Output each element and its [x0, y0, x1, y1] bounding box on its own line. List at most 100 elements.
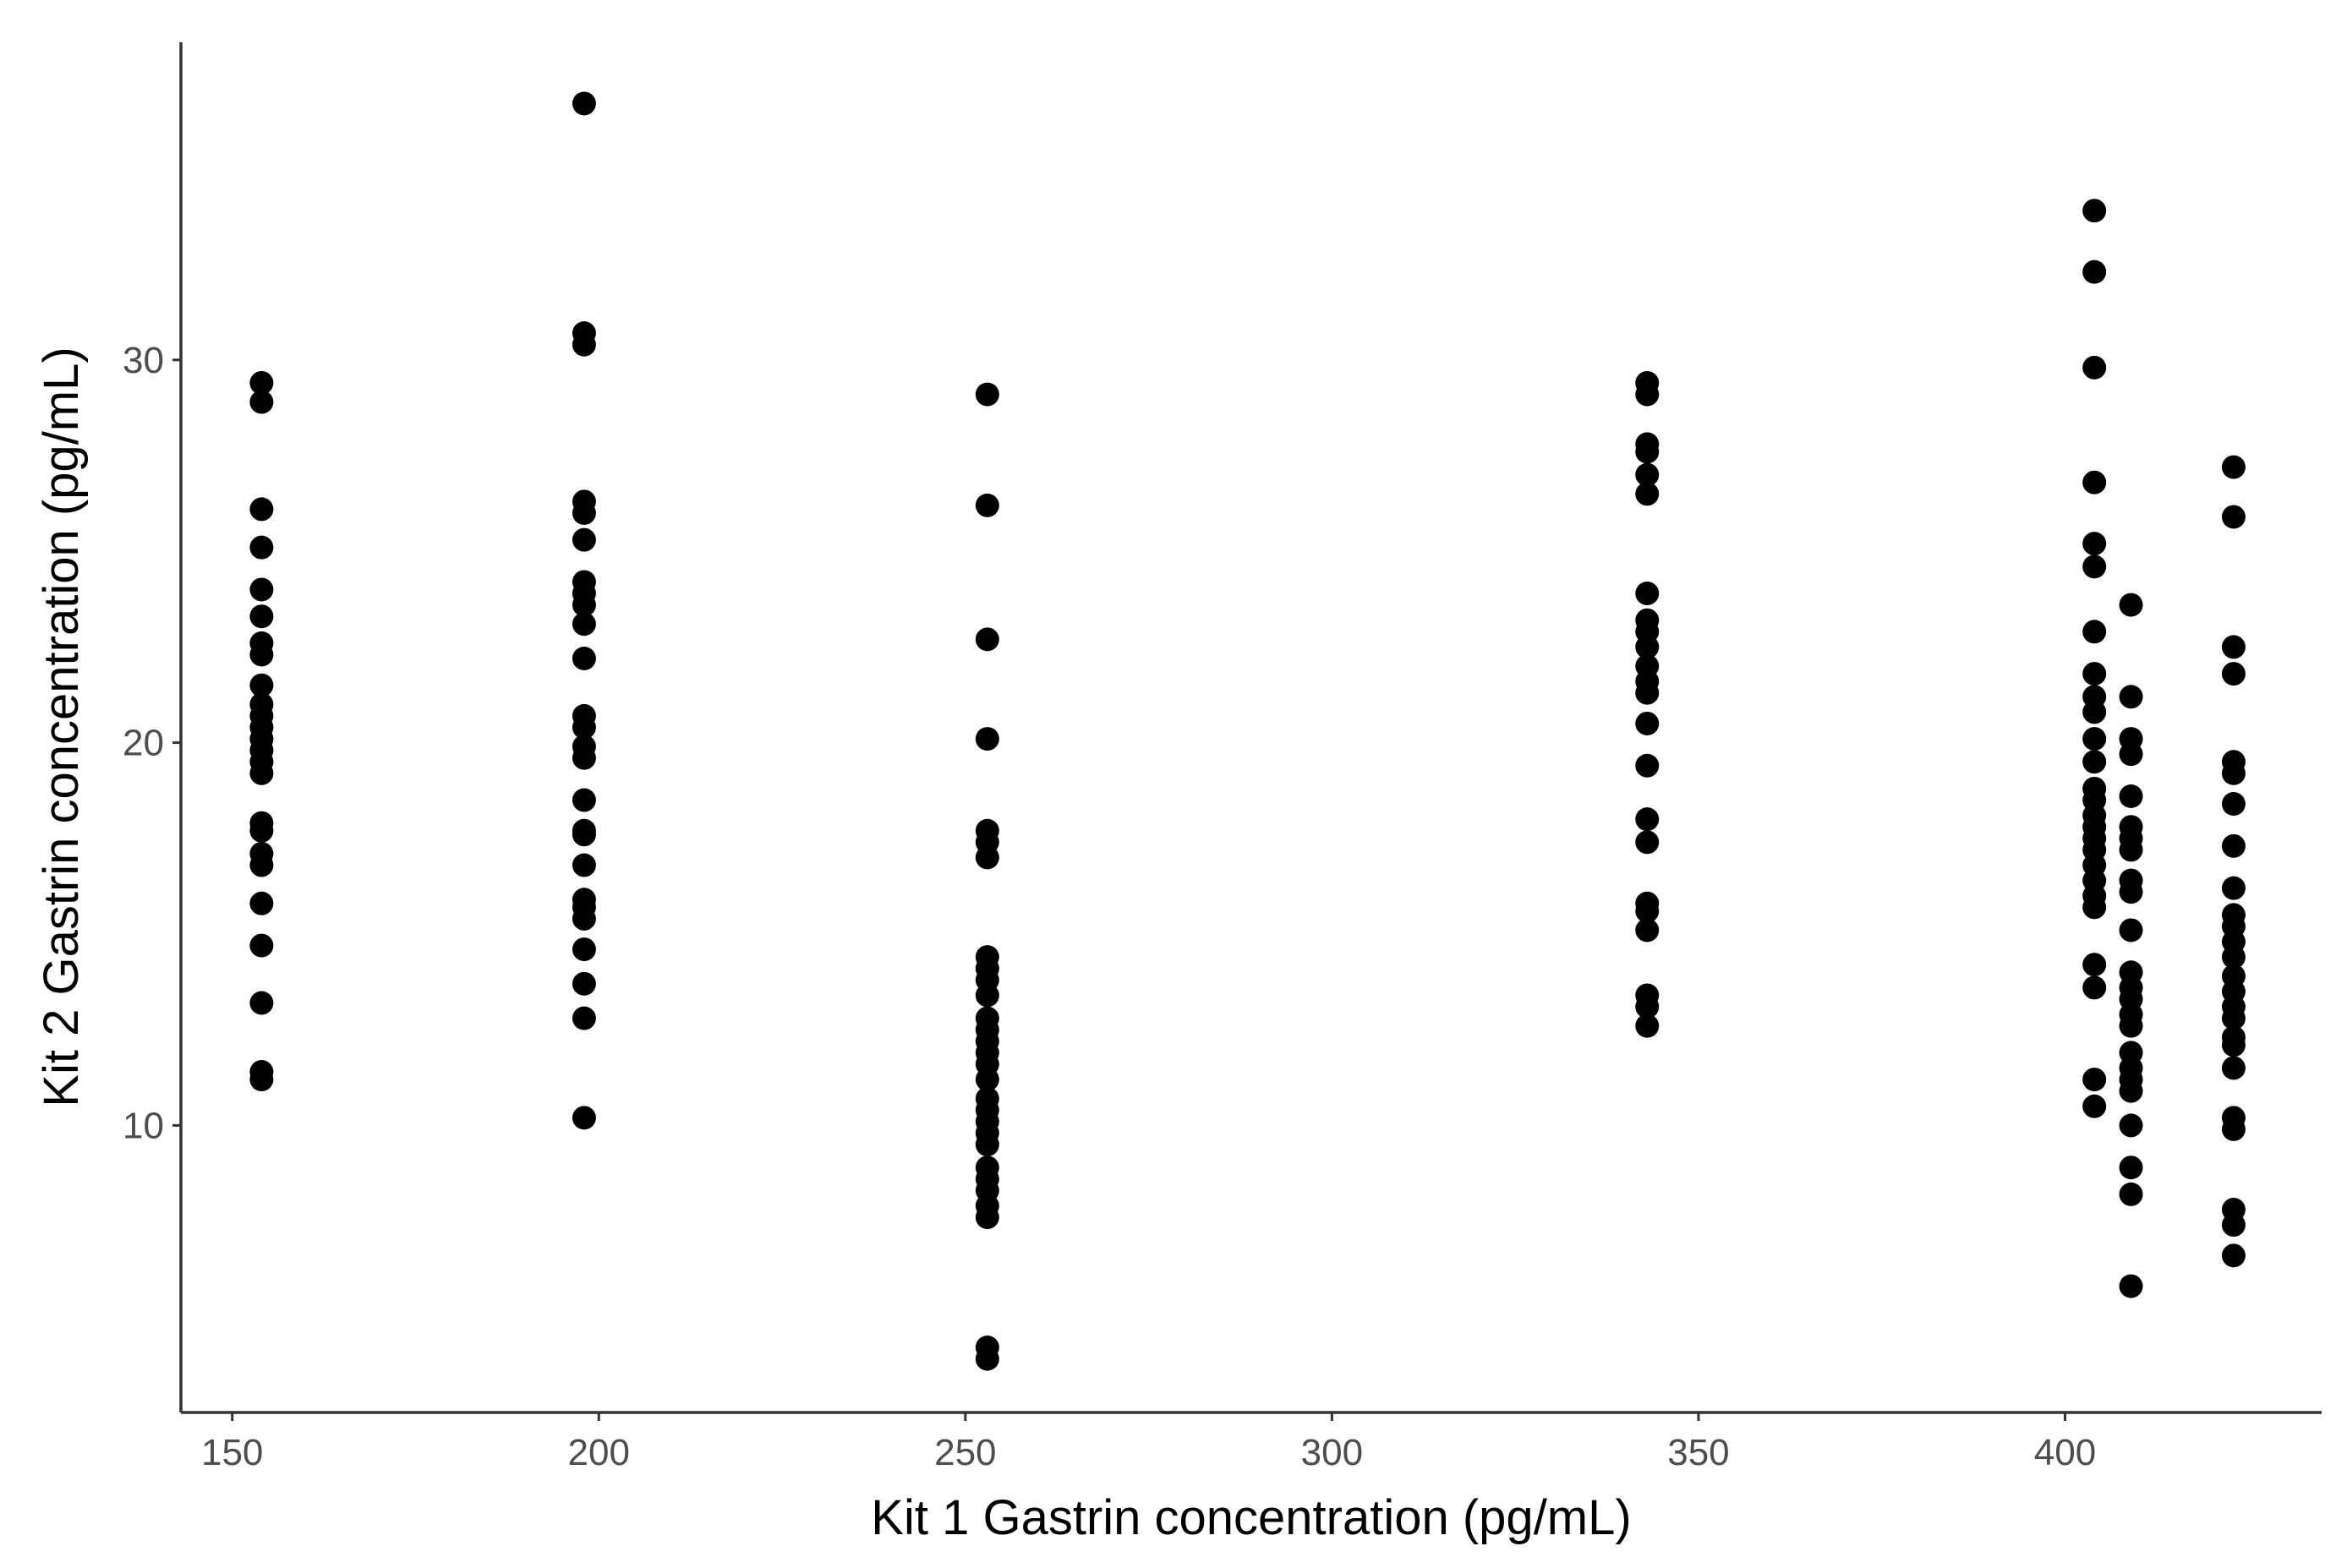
data-point	[2221, 505, 2246, 529]
data-point	[2119, 880, 2143, 904]
data-point	[2221, 635, 2246, 659]
data-point	[2082, 199, 2107, 223]
data-point	[2082, 470, 2107, 494]
x-tick-label: 350	[1667, 1432, 1729, 1473]
data-point	[2119, 918, 2143, 942]
data-point	[975, 1205, 999, 1230]
data-point	[2221, 945, 2246, 970]
data-point	[572, 822, 596, 847]
data-point	[1635, 482, 1660, 506]
data-point	[2221, 1243, 2246, 1268]
data-point	[2082, 750, 2107, 774]
data-point	[1635, 899, 1660, 923]
data-point	[572, 593, 596, 617]
data-point	[572, 332, 596, 357]
data-point	[2082, 700, 2107, 724]
x-tick-label: 150	[201, 1432, 263, 1473]
data-point	[2221, 1056, 2246, 1080]
data-point	[249, 604, 274, 629]
data-point	[2082, 355, 2107, 380]
data-point	[2221, 1033, 2246, 1057]
data-point	[249, 370, 274, 395]
data-point	[2221, 1006, 2246, 1030]
data-point	[1635, 680, 1660, 705]
data-point	[975, 382, 999, 407]
data-point	[572, 91, 596, 116]
data-point	[249, 761, 274, 785]
data-point	[249, 535, 274, 560]
data-point	[2221, 876, 2246, 900]
data-point	[1635, 830, 1660, 855]
y-tick-label: 30	[123, 340, 164, 381]
x-axis-title: Kit 1 Gastrin concentration (pg/mL)	[871, 1490, 1631, 1545]
data-point	[2221, 662, 2246, 686]
data-point	[572, 500, 596, 525]
data-point	[249, 853, 274, 877]
y-axis-ticks: 10 20 30	[123, 340, 181, 1146]
data-point	[975, 727, 999, 751]
data-point	[572, 527, 596, 552]
data-point	[1635, 382, 1660, 407]
data-point	[1635, 440, 1660, 464]
data-point	[249, 390, 274, 414]
data-point	[2082, 1094, 2107, 1118]
data-point	[249, 673, 274, 697]
data-point	[2082, 532, 2107, 556]
x-tick-label: 250	[934, 1432, 996, 1473]
data-point	[2119, 593, 2143, 617]
data-point	[2119, 838, 2143, 862]
data-point	[2082, 895, 2107, 920]
data-point	[572, 715, 596, 740]
data-point	[249, 1068, 274, 1092]
data-point	[1635, 1013, 1660, 1038]
data-point	[2119, 1113, 2143, 1138]
data-point	[249, 818, 274, 843]
data-point	[975, 1133, 999, 1157]
data-point	[1635, 462, 1660, 487]
data-point	[2082, 975, 2107, 1000]
data-point	[249, 991, 274, 1015]
data-point	[975, 845, 999, 870]
y-axis-title: Kit 2 Gastrin concentration (pg/mL)	[34, 347, 89, 1106]
x-axis-ticks: 150 200 250 300 350 400	[201, 1412, 2096, 1473]
data-point	[572, 1006, 596, 1030]
data-point	[2119, 742, 2143, 767]
data-point	[975, 983, 999, 1008]
data-point	[975, 627, 999, 652]
y-tick-label: 10	[123, 1105, 164, 1146]
data-point	[1635, 635, 1660, 659]
data-point	[2082, 662, 2107, 686]
data-point	[572, 746, 596, 770]
data-point	[249, 497, 274, 522]
data-point	[2082, 555, 2107, 579]
data-point	[1635, 807, 1660, 832]
data-point	[572, 788, 596, 812]
x-tick-label: 200	[568, 1432, 630, 1473]
data-point	[572, 853, 596, 877]
data-point	[572, 906, 596, 931]
data-point	[2221, 792, 2246, 817]
data-point	[2119, 1013, 2143, 1038]
data-point	[2119, 1274, 2143, 1298]
data-point	[1635, 711, 1660, 735]
data-point	[572, 1106, 596, 1130]
data-point	[2082, 1068, 2107, 1092]
data-point	[2119, 784, 2143, 809]
data-point	[2221, 1213, 2246, 1237]
y-tick-label: 20	[123, 723, 164, 764]
data-point	[2221, 761, 2246, 785]
data-point	[572, 971, 596, 996]
data-point	[249, 933, 274, 958]
data-point	[2221, 1117, 2246, 1141]
data-point	[2221, 833, 2246, 858]
data-point	[2119, 1079, 2143, 1103]
data-point	[2221, 455, 2246, 479]
data-point	[1635, 995, 1660, 1019]
data-point	[975, 493, 999, 517]
x-tick-label: 400	[2034, 1432, 2096, 1473]
data-point	[1635, 582, 1660, 606]
data-point	[1635, 753, 1660, 778]
data-point	[975, 1068, 999, 1092]
x-tick-label: 300	[1301, 1432, 1363, 1473]
